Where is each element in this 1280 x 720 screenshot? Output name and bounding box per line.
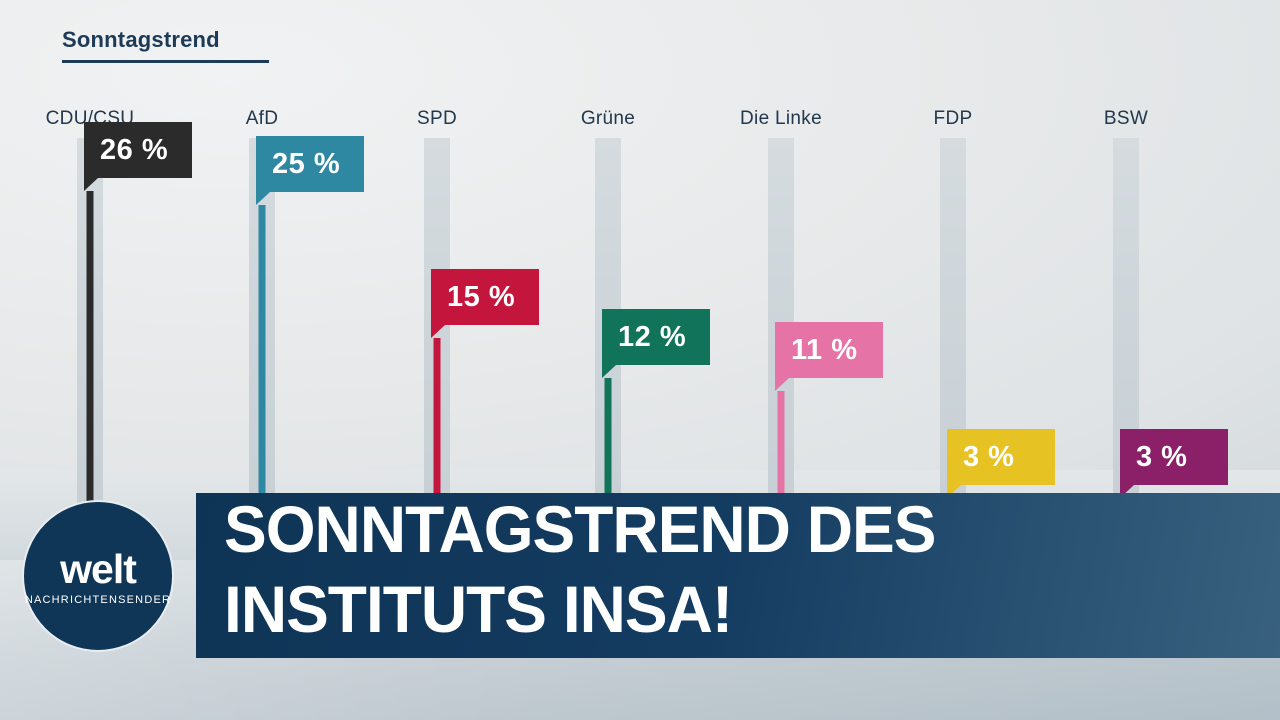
headline-line-1: SONNTAGSTREND DES (224, 493, 936, 566)
chart-column: Die Linke (706, 108, 856, 538)
value-text: 11 % (791, 333, 858, 366)
party-label-spd: SPD (417, 108, 457, 129)
lower-third-banner: SONNTAGSTREND DES INSTITUTS INSA! (196, 493, 1280, 658)
chart-column: BSW (1051, 108, 1201, 538)
value-callout: 3 % (1120, 429, 1228, 498)
value-callout: 15 % (431, 269, 539, 338)
chart-column: Grüne (533, 108, 683, 538)
party-label-bsw: BSW (1103, 108, 1149, 129)
value-bar (604, 378, 612, 538)
value-bar (258, 205, 266, 538)
page-title: Sonntagstrend (62, 27, 220, 52)
bar-wrapper (424, 138, 450, 538)
value-bar (777, 391, 785, 538)
chart-column: SPD (362, 108, 512, 538)
bar-wrapper (249, 138, 275, 538)
value-bar (86, 191, 94, 538)
party-label-fdp: FDP (933, 108, 973, 129)
value-text: 25 % (272, 147, 341, 180)
bar-wrapper (595, 138, 621, 538)
party-label-die-linke: Die Linke (740, 108, 822, 129)
welt-logo-subtitle: NACHRICHTENSENDER (24, 593, 172, 606)
value-callout: 3 % (947, 429, 1055, 498)
bar-wrapper (77, 138, 103, 538)
welt-logo-wordmark: welt (60, 545, 137, 592)
value-text: 26 % (100, 133, 169, 166)
value-bar (433, 338, 441, 538)
bar-wrapper (768, 138, 794, 538)
poll-bar-chart: CDU/CSU 26 % AfD 25 % SPD 15 % Grüne 12 % Die Li… (15, 108, 1228, 538)
value-callout: 11 % (775, 322, 883, 391)
value-callout: 12 % (602, 309, 710, 378)
value-text: 12 % (618, 320, 687, 353)
chart-column: CDU/CSU (15, 108, 165, 538)
value-callout: 25 % (256, 136, 364, 205)
headline-text: SONNTAGSTREND DES INSTITUTS INSA! (224, 493, 936, 649)
party-label-afd: AfD (245, 108, 279, 129)
title-underline (62, 60, 269, 63)
value-text: 15 % (447, 280, 516, 313)
value-callout: 26 % (84, 122, 192, 191)
headline-line-2: INSTITUTS INSA! (224, 572, 733, 646)
value-text: 3 % (1136, 440, 1188, 473)
chart-column: AfD (187, 108, 337, 538)
value-text: 3 % (963, 440, 1015, 473)
party-label-gr-ne: Grüne (580, 108, 636, 129)
welt-logo: welt NACHRICHTENSENDER (22, 500, 174, 652)
chart-column: FDP (878, 108, 1028, 538)
